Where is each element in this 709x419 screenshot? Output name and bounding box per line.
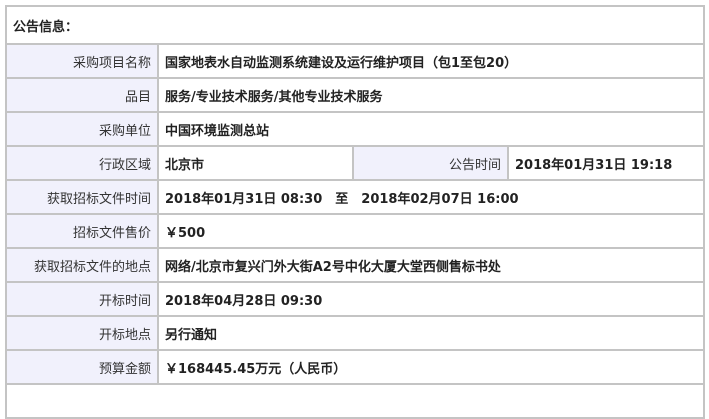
empty-row [5, 383, 705, 419]
row-label: 获取招标文件时间 [5, 179, 159, 215]
row-value: 国家地表水自动监测系统建设及运行维护项目（包1至包20） [157, 43, 705, 79]
row-label: 开标时间 [5, 281, 159, 317]
row-value: ￥168445.45万元（人民币） [157, 349, 705, 385]
table-row: 开标地点 另行通知 [5, 315, 705, 351]
table-row: 品目 服务/专业技术服务/其他专业技术服务 [5, 77, 705, 113]
table-row [5, 383, 705, 419]
table-row: 行政区域 北京市 公告时间 2018年01月31日 19:18 [5, 145, 705, 181]
row-label: 获取招标文件的地点 [5, 247, 159, 283]
row-value: 北京市 [157, 145, 354, 181]
row-value: 服务/专业技术服务/其他专业技术服务 [157, 77, 705, 113]
table-row: 招标文件售价 ￥500 [5, 213, 705, 249]
announcement-table: 公告信息： 采购项目名称 国家地表水自动监测系统建设及运行维护项目（包1至包20）… [5, 5, 705, 419]
row-value: 2018年04月28日 09:30 [157, 281, 705, 317]
row-value: 另行通知 [157, 315, 705, 351]
row-label: 采购项目名称 [5, 43, 159, 79]
section-title: 公告信息： [5, 5, 705, 45]
row-label: 行政区域 [5, 145, 159, 181]
table-row: 获取招标文件时间 2018年01月31日 08:30 至 2018年02月07日 … [5, 179, 705, 215]
table-row: 获取招标文件的地点 网络/北京市复兴门外大街A2号中化大厦大堂西侧售标书处 [5, 247, 705, 283]
row-label: 预算金额 [5, 349, 159, 385]
table-row: 采购项目名称 国家地表水自动监测系统建设及运行维护项目（包1至包20） [5, 43, 705, 79]
row-value: 中国环境监测总站 [157, 111, 705, 147]
row-value: ￥500 [157, 213, 705, 249]
row-value: 2018年01月31日 19:18 [507, 145, 705, 181]
table-row: 预算金额 ￥168445.45万元（人民币） [5, 349, 705, 385]
row-label: 公告时间 [352, 145, 509, 181]
row-label: 采购单位 [5, 111, 159, 147]
row-value: 网络/北京市复兴门外大街A2号中化大厦大堂西侧售标书处 [157, 247, 705, 283]
row-label: 品目 [5, 77, 159, 113]
row-value: 2018年01月31日 08:30 至 2018年02月07日 16:00 [157, 179, 705, 215]
row-label: 招标文件售价 [5, 213, 159, 249]
row-label: 开标地点 [5, 315, 159, 351]
table-row: 开标时间 2018年04月28日 09:30 [5, 281, 705, 317]
table-row: 采购单位 中国环境监测总站 [5, 111, 705, 147]
